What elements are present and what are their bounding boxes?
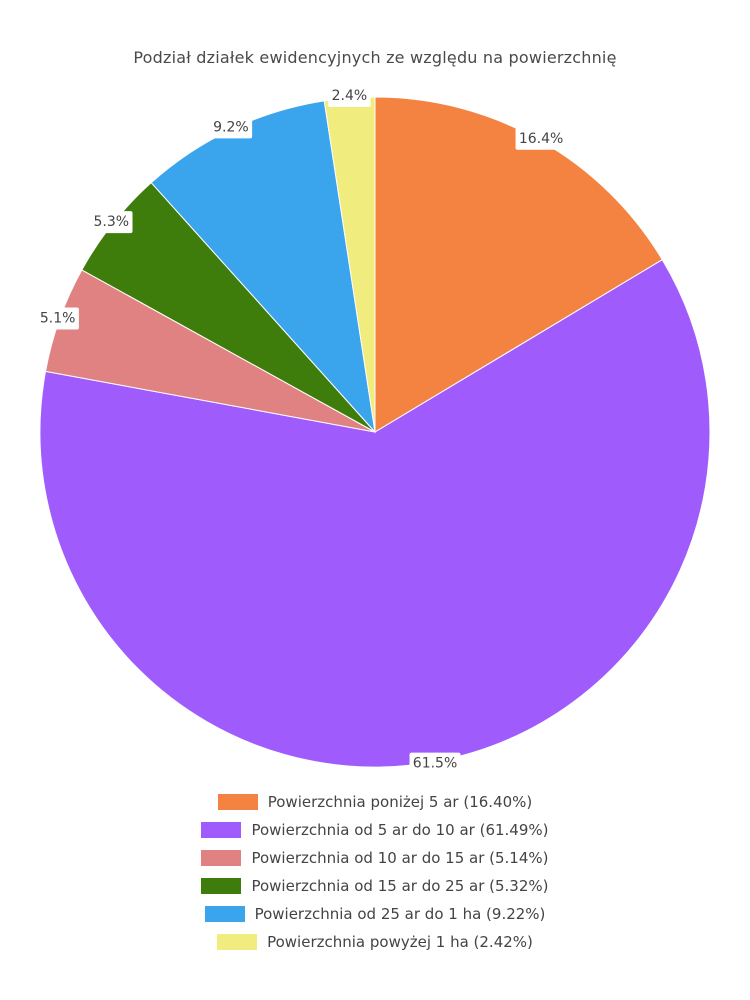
data-label-text: 5.3% — [94, 214, 130, 230]
legend-label: Powierzchnia od 25 ar do 1 ha (9.22%) — [254, 905, 546, 923]
pie-data-labels: 16.4% 61.5% 5.1% 5.3% 9.2% 2.4% — [36, 84, 567, 775]
data-label-text: 5.1% — [40, 310, 76, 326]
legend-item-1[interactable]: Powierzchnia poniżej 5 ar (16.40%) — [0, 788, 750, 816]
data-label-background — [209, 116, 253, 139]
chart-legend: Powierzchnia poniżej 5 ar (16.40%) Powier… — [0, 788, 750, 956]
legend-swatch — [217, 794, 258, 810]
legend-item-5[interactable]: Powierzchnia od 25 ar do 1 ha (9.22%) — [0, 900, 750, 928]
legend-swatch — [201, 850, 242, 866]
legend-label: Powierzchnia od 10 ar do 15 ar (5.14%) — [251, 849, 549, 867]
data-label-text: 61.5% — [413, 756, 457, 772]
data-label-background — [90, 211, 133, 234]
legend-swatch — [201, 822, 242, 838]
data-label-6: 2.4% — [328, 84, 371, 107]
legend-label: Powierzchnia poniżej 5 ar (16.40%) — [267, 793, 533, 811]
data-label-2: 61.5% — [409, 752, 461, 775]
data-label-background — [409, 752, 461, 775]
data-label-text: 2.4% — [332, 88, 368, 104]
legend-swatch — [204, 906, 245, 922]
legend-item-3[interactable]: Powierzchnia od 10 ar do 15 ar (5.14%) — [0, 844, 750, 872]
legend-label: Powierzchnia od 15 ar do 25 ar (5.32%) — [251, 877, 549, 895]
legend-swatch — [201, 878, 242, 894]
data-label-background — [515, 127, 567, 150]
data-label-5: 9.2% — [209, 116, 253, 139]
data-label-background — [36, 307, 79, 330]
legend-item-6[interactable]: Powierzchnia powyżej 1 ha (2.42%) — [0, 928, 750, 956]
pie-chart: 16.4% 61.5% 5.1% 5.3% 9.2% 2.4% — [36, 84, 711, 775]
data-label-background — [328, 84, 371, 107]
legend-swatch — [217, 934, 258, 950]
data-label-4: 5.3% — [90, 211, 133, 234]
chart-title: Podział działek ewidencyjnych ze względu… — [133, 48, 617, 67]
legend-item-2[interactable]: Powierzchnia od 5 ar do 10 ar (61.49%) — [0, 816, 750, 844]
pie-slices — [39, 96, 711, 768]
data-label-text: 9.2% — [213, 119, 249, 135]
legend-label: Powierzchnia od 5 ar do 10 ar (61.49%) — [251, 821, 549, 839]
legend-item-4[interactable]: Powierzchnia od 15 ar do 25 ar (5.32%) — [0, 872, 750, 900]
data-label-text: 16.4% — [519, 131, 563, 147]
data-label-1: 16.4% — [515, 127, 567, 150]
data-label-3: 5.1% — [36, 307, 79, 330]
legend-label: Powierzchnia powyżej 1 ha (2.42%) — [267, 933, 533, 951]
